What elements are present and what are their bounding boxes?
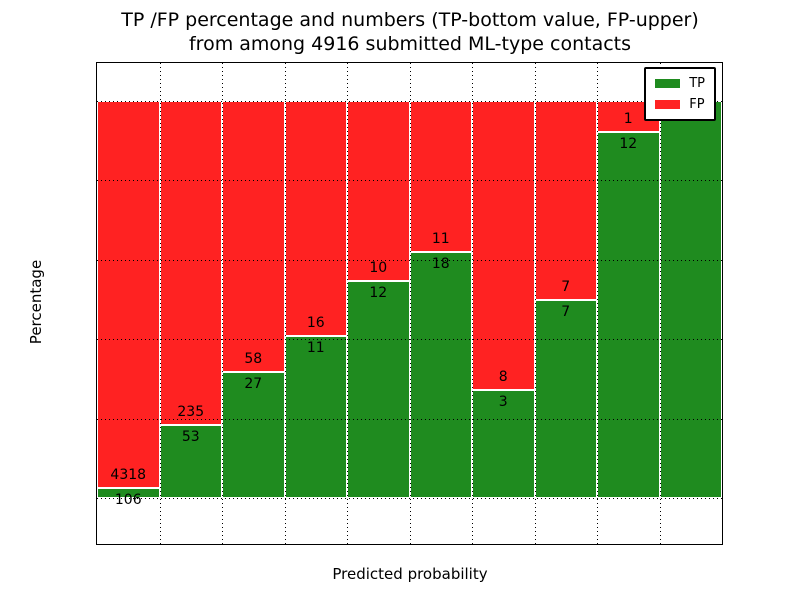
bar-count-label-fp: 4318	[110, 467, 147, 484]
bar-segment-fp	[159, 101, 222, 425]
bar-segment-tp	[472, 389, 535, 498]
bar-count-label-tp: 3	[498, 393, 508, 410]
bar-count-label-fp: 1	[623, 110, 633, 127]
bar-segment-tp	[97, 488, 160, 498]
gridline-vertical	[159, 63, 161, 544]
bar-count-label-fp: 11	[431, 230, 450, 247]
gridline-vertical	[534, 63, 536, 544]
bar-count-label-fp: 58	[244, 350, 263, 367]
bar-segment-fp	[534, 101, 597, 300]
legend-item-tp: TP	[655, 77, 705, 90]
plot-area: 431810623553582716111012111883771123 TP …	[96, 62, 723, 545]
bar-count-label-tp: 11	[306, 340, 325, 357]
tp-swatch-icon	[655, 79, 681, 88]
bar-segment-fp	[284, 101, 347, 337]
gridline-vertical	[472, 63, 473, 544]
bar-count-label-tp: 12	[619, 135, 638, 152]
bar-count-label-tp: 53	[181, 428, 200, 445]
fp-swatch-icon	[655, 100, 681, 109]
bar-count-label-tp: 7	[561, 303, 571, 320]
x-axis-label: Predicted probability	[332, 565, 488, 583]
legend-label-tp: TP	[689, 76, 705, 91]
bar-segment-tp	[159, 424, 222, 498]
bar-count-label-fp: 8	[498, 368, 508, 385]
bar-segment-fp	[347, 101, 410, 282]
gridline-vertical	[347, 63, 348, 544]
bar-count-label-tp: 12	[369, 285, 388, 302]
bar-count-label-fp: 16	[306, 315, 325, 332]
gridline-vertical	[409, 63, 411, 544]
chart-title-line1: TP /FP percentage and numbers (TP-bottom…	[121, 9, 699, 31]
gridline-vertical	[284, 63, 286, 544]
bar-segment-tp	[659, 101, 722, 498]
y-axis-label: Percentage	[27, 259, 45, 345]
bar-segment-fp	[472, 101, 535, 390]
bar-segment-tp	[409, 251, 472, 498]
bar-count-label-tp: 106	[114, 492, 142, 509]
bar-count-label-fp: 235	[177, 403, 205, 420]
bar-segment-tp	[597, 131, 660, 498]
legend: TP FP	[644, 67, 716, 121]
gridline-vertical	[222, 63, 223, 544]
bar-segment-fp	[222, 101, 285, 372]
legend-label-fp: FP	[689, 97, 705, 112]
bar-count-label-fp: 10	[369, 260, 388, 277]
bar-segment-tp	[347, 281, 410, 498]
bar-segment-fp	[409, 101, 472, 252]
gridline-vertical	[597, 63, 598, 544]
legend-item-fp: FP	[655, 98, 705, 111]
chart-title-line2: from among 4916 submitted ML-type contac…	[188, 33, 632, 55]
bar-count-label-tp: 18	[431, 255, 450, 272]
bar-count-label-fp: 7	[561, 278, 571, 295]
bar-segment-tp	[284, 336, 347, 498]
chart-title: TP /FP percentage and numbers (TP-bottom…	[96, 8, 724, 56]
bar-segment-tp	[534, 299, 597, 498]
gridline-vertical	[659, 63, 661, 544]
bar-count-label-tp: 27	[244, 375, 263, 392]
bar-segment-fp	[97, 101, 160, 489]
